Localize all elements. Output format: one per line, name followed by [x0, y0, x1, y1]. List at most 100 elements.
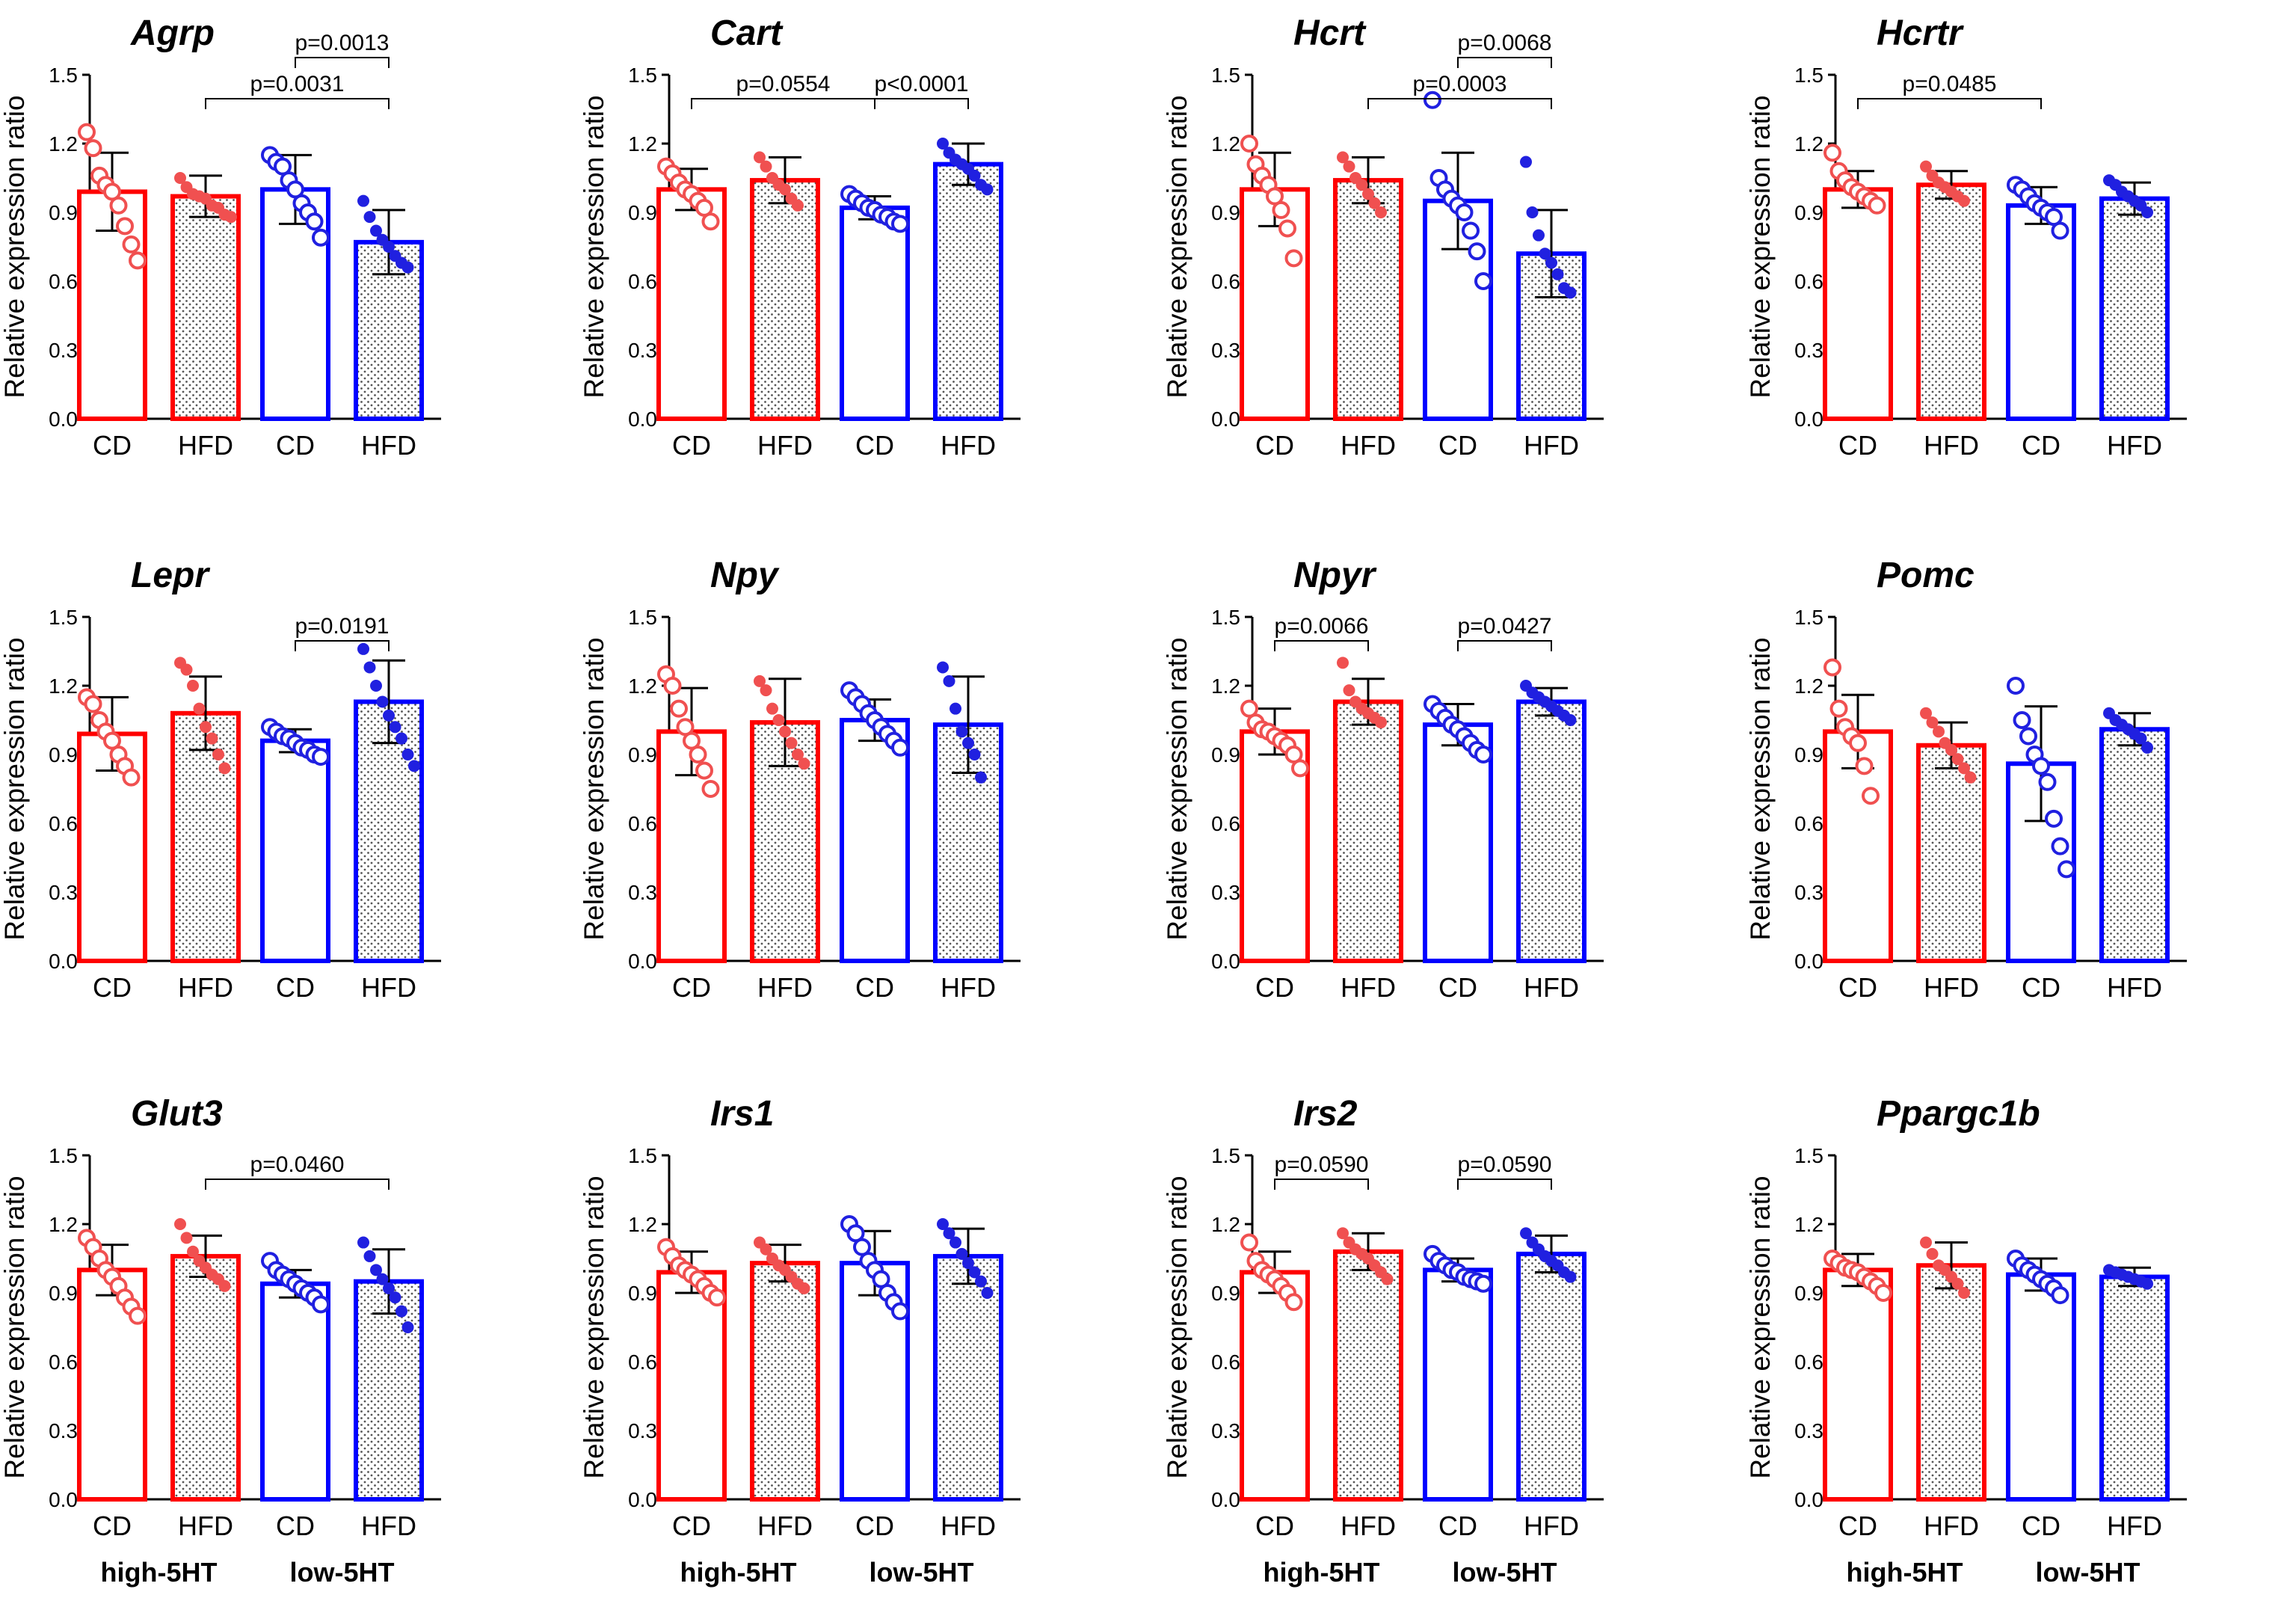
data-point — [754, 151, 766, 164]
data-point — [760, 160, 772, 173]
panel-irs2: Irs2 Relative expression ratio 0.0 0.3 0.6 0.… — [1162, 1094, 1604, 1588]
y-tick-label: 0.3 — [49, 339, 78, 362]
data-point — [370, 1264, 382, 1276]
bar-high-5ht-cd — [1823, 187, 1893, 421]
category-label: CD — [1838, 1511, 1877, 1541]
data-point — [943, 675, 955, 687]
panel-title: Irs2 — [1293, 1094, 1358, 1134]
y-tick-label: 0.3 — [628, 1419, 657, 1442]
y-tick-label: 0.6 — [49, 270, 78, 293]
y-tick-label: 0.6 — [628, 1351, 657, 1374]
data-point — [383, 1282, 395, 1294]
data-point — [701, 212, 720, 231]
category-label: CD — [2022, 972, 2060, 1003]
category-label: HFD — [178, 972, 233, 1003]
data-point — [109, 196, 128, 215]
data-point — [206, 732, 218, 745]
data-point — [798, 758, 810, 770]
data-point — [785, 737, 798, 749]
y-tick-label: 0.6 — [49, 812, 78, 835]
p-value-label: p=0.0068 — [1458, 31, 1552, 55]
category-label: HFD — [1341, 1511, 1396, 1541]
data-point — [363, 211, 376, 224]
bar-low-5ht-cd — [840, 205, 910, 421]
data-point — [2051, 1286, 2069, 1305]
category-label: CD — [93, 972, 132, 1003]
significance-bracket — [1367, 98, 1552, 109]
y-tick-label: 1.5 — [628, 64, 657, 87]
y-tick-label: 0.9 — [49, 1282, 78, 1305]
category-label: CD — [1255, 1511, 1294, 1541]
data-point — [701, 780, 720, 798]
bar-high-5ht-hfd — [1333, 1249, 1403, 1502]
significance-bracket — [1857, 98, 2042, 109]
y-tick-label: 0.0 — [628, 1488, 657, 1511]
category-label: HFD — [178, 430, 233, 461]
category-label: CD — [672, 1511, 711, 1541]
data-point — [670, 699, 688, 718]
y-tick-label: 1.5 — [1794, 606, 1823, 629]
panel-pomc: Pomc Relative expression ratio 0.0 0.3 0.6 0.… — [1745, 556, 2187, 1003]
category-label: CD — [93, 430, 132, 461]
y-tick-label: 0.6 — [49, 1351, 78, 1374]
y-tick-label: 1.2 — [49, 1213, 78, 1236]
p-value-label: p<0.0001 — [875, 72, 969, 96]
y-tick-label: 1.5 — [1794, 1144, 1823, 1167]
category-label: CD — [1838, 972, 1877, 1003]
category-label: HFD — [757, 1511, 813, 1541]
bar-high-5ht-hfd — [1333, 178, 1403, 421]
data-point — [1343, 684, 1355, 697]
panel-cart: Cart Relative expression ratio 0.0 0.3 0.6 0.… — [579, 13, 1021, 461]
category-label: CD — [2022, 1511, 2060, 1541]
bar-low-5ht-cd — [1423, 1267, 1493, 1502]
data-point — [2141, 741, 2153, 754]
group-label-high-5ht: high-5HT — [680, 1557, 797, 1588]
panel-title: Ppargc1b — [1877, 1094, 2040, 1134]
data-point — [376, 1273, 389, 1285]
category-label: HFD — [1924, 1511, 1979, 1541]
data-point — [218, 1279, 231, 1292]
panel-npyr: Npyr Relative expression ratio 0.0 0.3 0.6 0.… — [1162, 556, 1604, 1003]
data-point — [370, 680, 382, 692]
data-point — [1368, 197, 1381, 209]
data-point — [1520, 1227, 1532, 1240]
data-point — [1862, 787, 1880, 805]
data-point — [312, 228, 330, 247]
bar-low-5ht-cd — [2006, 203, 2076, 421]
data-point — [708, 1288, 726, 1307]
panel-npy: Npy Relative expression ratio 0.0 0.3 0.6 0.9… — [579, 556, 1021, 1003]
data-point — [401, 749, 414, 760]
group-label-low-5ht: low-5HT — [290, 1557, 395, 1588]
data-point — [1868, 196, 1886, 215]
data-point — [1474, 746, 1492, 763]
data-point — [1343, 160, 1355, 173]
bar-low-5ht-hfd — [2099, 727, 2170, 963]
category-label: HFD — [757, 972, 813, 1003]
y-axis-label: Relative expression ratio — [579, 95, 609, 398]
data-point — [792, 749, 804, 760]
category-label: HFD — [1524, 1511, 1579, 1541]
y-tick-label: 0.9 — [1211, 1282, 1240, 1305]
data-point — [955, 725, 968, 738]
y-tick-label: 0.3 — [1794, 881, 1823, 904]
data-point — [180, 663, 193, 676]
p-value-label: p=0.0003 — [1413, 72, 1507, 96]
y-axis-label: Relative expression ratio — [1745, 95, 1776, 398]
p-value-label: p=0.0013 — [295, 31, 390, 55]
y-tick-label: 0.0 — [49, 1488, 78, 1511]
bar-high-5ht-hfd — [750, 178, 820, 421]
y-tick-label: 1.2 — [1794, 1213, 1823, 1236]
data-point — [1381, 1273, 1394, 1285]
p-value-label: p=0.0485 — [1903, 72, 1997, 96]
data-point — [363, 661, 376, 674]
y-axis-label: Relative expression ratio — [0, 95, 30, 398]
panel-title: Npyr — [1293, 556, 1377, 595]
data-point — [1926, 716, 1939, 729]
category-label: CD — [1438, 1511, 1477, 1541]
y-tick-label: 0.6 — [1211, 1351, 1240, 1374]
data-point — [212, 749, 224, 760]
y-tick-label: 1.5 — [49, 1144, 78, 1167]
category-label: HFD — [1341, 430, 1396, 461]
data-point — [1926, 1247, 1939, 1260]
